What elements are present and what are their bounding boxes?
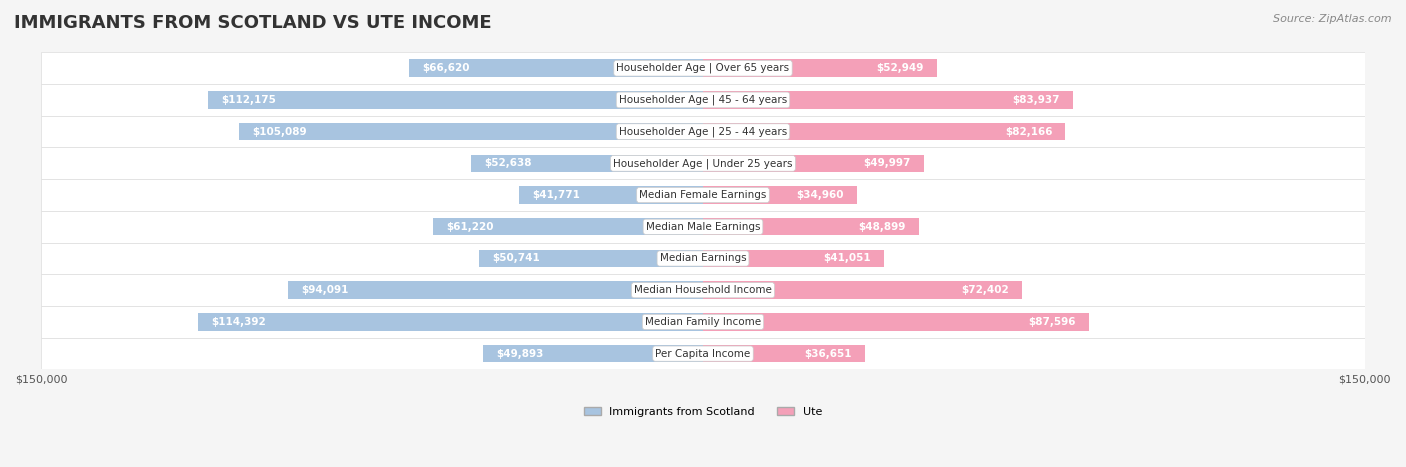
Bar <box>703 250 884 267</box>
Legend: Immigrants from Scotland, Ute: Immigrants from Scotland, Ute <box>579 402 827 421</box>
Text: $49,997: $49,997 <box>863 158 910 168</box>
Text: $36,651: $36,651 <box>804 349 852 359</box>
FancyBboxPatch shape <box>41 148 1365 179</box>
Bar <box>409 59 703 77</box>
Text: Householder Age | 25 - 44 years: Householder Age | 25 - 44 years <box>619 127 787 137</box>
Text: $52,638: $52,638 <box>484 158 531 168</box>
Text: $112,175: $112,175 <box>221 95 276 105</box>
Text: Median Male Earnings: Median Male Earnings <box>645 222 761 232</box>
Bar <box>479 250 703 267</box>
Text: IMMIGRANTS FROM SCOTLAND VS UTE INCOME: IMMIGRANTS FROM SCOTLAND VS UTE INCOME <box>14 14 492 32</box>
Text: $82,166: $82,166 <box>1005 127 1052 137</box>
Text: $83,937: $83,937 <box>1012 95 1060 105</box>
Text: $50,741: $50,741 <box>492 254 540 263</box>
Bar <box>703 313 1090 331</box>
Text: Median Earnings: Median Earnings <box>659 254 747 263</box>
Text: $41,051: $41,051 <box>824 254 870 263</box>
Bar <box>703 59 936 77</box>
Text: Median Family Income: Median Family Income <box>645 317 761 327</box>
Text: Source: ZipAtlas.com: Source: ZipAtlas.com <box>1274 14 1392 24</box>
Bar <box>208 91 703 109</box>
Bar <box>703 186 858 204</box>
Bar <box>471 155 703 172</box>
Bar <box>239 123 703 141</box>
FancyBboxPatch shape <box>41 211 1365 243</box>
Bar <box>703 282 1022 299</box>
Text: Per Capita Income: Per Capita Income <box>655 349 751 359</box>
Text: $94,091: $94,091 <box>301 285 349 295</box>
Bar <box>288 282 703 299</box>
Text: $61,220: $61,220 <box>446 222 494 232</box>
Text: $114,392: $114,392 <box>211 317 266 327</box>
Text: $105,089: $105,089 <box>253 127 308 137</box>
FancyBboxPatch shape <box>41 243 1365 274</box>
Bar <box>482 345 703 362</box>
Text: $48,899: $48,899 <box>858 222 905 232</box>
FancyBboxPatch shape <box>41 52 1365 84</box>
Text: $34,960: $34,960 <box>796 190 844 200</box>
Text: $49,893: $49,893 <box>496 349 544 359</box>
FancyBboxPatch shape <box>41 179 1365 211</box>
Text: Householder Age | Over 65 years: Householder Age | Over 65 years <box>616 63 790 73</box>
FancyBboxPatch shape <box>41 338 1365 369</box>
FancyBboxPatch shape <box>41 274 1365 306</box>
Bar <box>433 218 703 235</box>
Text: $52,949: $52,949 <box>876 63 924 73</box>
Text: $72,402: $72,402 <box>962 285 1010 295</box>
Bar <box>703 123 1066 141</box>
Text: Median Household Income: Median Household Income <box>634 285 772 295</box>
Bar <box>519 186 703 204</box>
Text: $66,620: $66,620 <box>422 63 470 73</box>
Text: $41,771: $41,771 <box>531 190 579 200</box>
Text: Householder Age | 45 - 64 years: Householder Age | 45 - 64 years <box>619 95 787 105</box>
Bar <box>703 345 865 362</box>
Text: Median Female Earnings: Median Female Earnings <box>640 190 766 200</box>
Bar <box>703 155 924 172</box>
FancyBboxPatch shape <box>41 84 1365 116</box>
Text: $87,596: $87,596 <box>1029 317 1076 327</box>
Bar <box>703 218 918 235</box>
FancyBboxPatch shape <box>41 306 1365 338</box>
FancyBboxPatch shape <box>41 116 1365 148</box>
Bar <box>703 91 1073 109</box>
Bar <box>198 313 703 331</box>
Text: Householder Age | Under 25 years: Householder Age | Under 25 years <box>613 158 793 169</box>
